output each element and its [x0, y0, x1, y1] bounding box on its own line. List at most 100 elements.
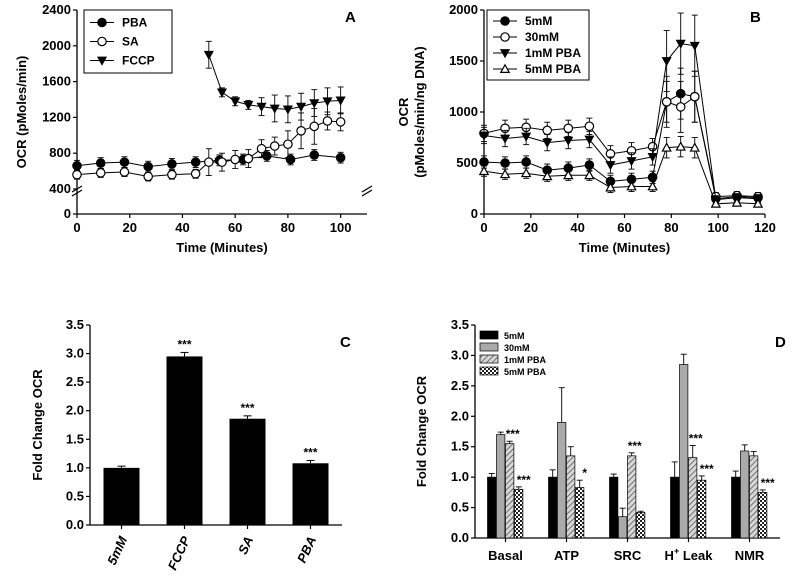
- panel-a-data-point: [262, 151, 272, 161]
- panel-b-data-point: [605, 182, 616, 192]
- panel-b-data-point: [500, 134, 511, 144]
- panel-a-data-point: [256, 102, 267, 112]
- panel-d-category-label: ATP: [554, 548, 579, 563]
- panel-c-bar-5mm: [103, 467, 140, 525]
- panel-b-data-point: [521, 157, 531, 167]
- panel-d-significance-label: ***: [761, 476, 775, 490]
- panel-a-x-tick-label: 80: [281, 220, 295, 235]
- panel-b-data-point: [689, 142, 700, 152]
- panel-d-bar-basal-30mm: [496, 434, 506, 539]
- panel-a-legend: PBA SA FCCP: [83, 9, 173, 74]
- panel-c-y-axis-title: Fold Change OCR: [30, 369, 45, 481]
- panel-b-letter: B: [750, 9, 761, 26]
- panel-a-x-tick-label: 40: [175, 220, 189, 235]
- panel-b-data-point: [675, 141, 686, 151]
- panel-d-significance-label: *: [582, 466, 587, 480]
- panel-c-y-tick-label: 0.0: [66, 517, 84, 532]
- panel-a-data-point: [95, 158, 106, 168]
- panel-a-data-point: [296, 126, 306, 136]
- panel-a-legend-label: FCCP: [122, 54, 155, 68]
- panel-d-letter: D: [775, 334, 786, 351]
- panel-c-y-tick-label: 3.5: [66, 317, 84, 332]
- panel-c-category-label: FCCP: [165, 534, 194, 573]
- panel-d-category-label-part: NMR: [735, 548, 765, 563]
- panel-a-data-point: [309, 121, 320, 132]
- panel-b-data-point: [542, 138, 553, 148]
- panel-b-data-point: [478, 131, 490, 141]
- panel-a-data-point: [190, 157, 201, 167]
- panel-d-significance-label: ***: [689, 431, 703, 445]
- panel-a-data-point: [72, 160, 82, 171]
- panel-c-significance-label: ***: [240, 401, 254, 415]
- panel-b-y-tick-label: 0: [471, 206, 478, 221]
- panel-b-y-axis-title-line2: (pMoles/min/ng DNA): [412, 46, 427, 177]
- panel-b-x-tick-label: 60: [617, 220, 631, 235]
- panel-a-data-point: [190, 168, 201, 179]
- panel-b-data-point: [542, 125, 553, 136]
- panel-a-legend-label: PBA: [122, 16, 148, 30]
- panel-b-legend-label: 5mM PBA: [525, 62, 581, 76]
- panel-d-significance-label: ***: [700, 462, 714, 476]
- panel-b-data-point: [675, 102, 686, 112]
- panel-b-data-point: [521, 132, 532, 142]
- panel-b-data-point: [479, 157, 489, 167]
- panel-b-y-axis-title: OCR: [396, 97, 411, 127]
- panel-b-x-tick-label: 100: [707, 220, 729, 235]
- panel-d-category-label-part: SRC: [614, 548, 642, 563]
- panel-b-data-point: [500, 158, 510, 168]
- panel-a-data-point: [217, 157, 227, 167]
- panel-d-category-label-part: Basal: [488, 548, 523, 563]
- panel-d-bar-basal-1mm-pba: [505, 443, 515, 539]
- panel-a-data-point: [167, 169, 177, 180]
- panel-d-bar-atp-5mm: [548, 476, 558, 539]
- panel-a-data-point: [335, 152, 346, 163]
- panel-a-data-point: [335, 117, 346, 127]
- panel-b-data-point: [647, 153, 658, 163]
- panel-a-legend-marker: [97, 36, 107, 47]
- panel-c-significance-label: ***: [303, 445, 317, 459]
- panel-d-category-label: Basal: [488, 548, 523, 563]
- panel-b-data-point: [563, 169, 574, 180]
- panel-d-y-tick-label: 0.0: [451, 530, 469, 545]
- panel-c-bar-fccp: [166, 356, 203, 525]
- panel-b-data-point: [499, 168, 511, 179]
- panel-a-data-point: [256, 143, 267, 154]
- panel-b-data-point: [584, 121, 595, 132]
- panel-a-x-tick-label: 0: [73, 220, 80, 235]
- panel-d-category-label: NMR: [735, 548, 765, 563]
- panel-d-y-tick-label: 1.5: [451, 439, 469, 454]
- panel-b-series-1mm-pba: [478, 12, 764, 205]
- panel-c-category-label: PBA: [294, 534, 319, 565]
- panel-a-data-point: [282, 105, 293, 115]
- panel-d-bar-atp-5mm-pba: [575, 487, 585, 539]
- panel-c-y-tick-label: 3.0: [66, 346, 84, 361]
- panel-c-category-label: SA: [235, 534, 256, 557]
- panel-a-data-point: [95, 168, 106, 178]
- panel-b-series-line: [483, 95, 758, 198]
- panel-b-legend-marker: [500, 16, 510, 26]
- panel-c-chart: 0.0 0.5 1.0 1.5 2.0 2.5 3.0 3.5 Fold Change OCR C…: [30, 317, 351, 572]
- panel-a-data-point: [296, 102, 307, 112]
- panel-b-data-point: [661, 97, 672, 107]
- panel-d-category-label-part: Leak: [679, 548, 713, 563]
- panel-d-y-tick-label: 1.0: [451, 469, 469, 484]
- panel-b-y-tick-label: 2000: [449, 2, 478, 17]
- panel-b-series-5mm-pba: [478, 136, 764, 208]
- panel-a-legend-marker: [97, 17, 107, 28]
- panel-b-chart: 0 500 1000 1500 2000 0 20 40 60 80 100 120 Time (Min…: [396, 2, 776, 255]
- panel-a-data-point: [335, 96, 346, 106]
- panel-b-legend-label: 30mM: [525, 30, 559, 44]
- panel-a-data-point: [143, 161, 153, 172]
- panel-a-data-point: [309, 99, 320, 109]
- panel-d-legend-label: 5mM: [504, 331, 525, 341]
- panel-a-data-point: [167, 159, 177, 169]
- panel-b-data-point: [675, 39, 686, 49]
- panel-b-data-point: [647, 181, 658, 191]
- panel-b-data-point: [689, 91, 700, 102]
- panel-b-data-point: [626, 181, 637, 191]
- panel-b-y-tick-label: 1500: [449, 53, 478, 68]
- panel-a-data-point: [322, 97, 333, 107]
- panel-d-bar-atp-1mm-pba: [566, 455, 576, 539]
- panel-a-y-tick-label: 1600: [42, 74, 71, 89]
